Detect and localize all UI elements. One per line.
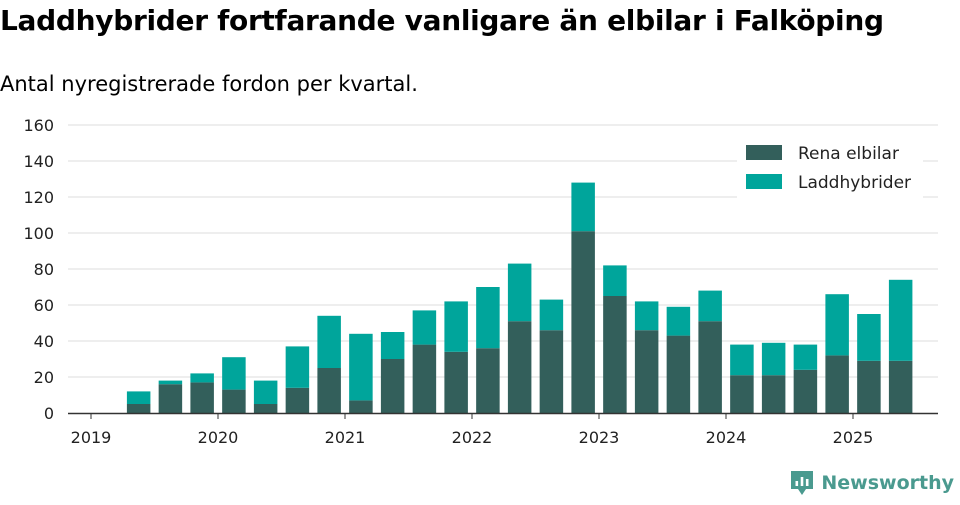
bar-laddhybrider	[285, 346, 310, 388]
bar-laddhybrider	[888, 279, 913, 361]
bar-laddhybrider	[253, 380, 278, 404]
x-tick-label: 2019	[71, 428, 112, 447]
brand-name: Newsworthy	[821, 472, 954, 494]
bar-laddhybrider	[317, 315, 341, 368]
bar-laddhybrider	[761, 342, 786, 376]
bar-laddhybrider	[380, 332, 405, 359]
bar-rena-elbilar	[603, 296, 627, 413]
bar-laddhybrider	[507, 263, 532, 322]
bar-laddhybrider	[349, 333, 373, 401]
bar-rena-elbilar	[158, 384, 183, 413]
x-tick-label: 2023	[579, 428, 620, 447]
y-tick-label: 60	[34, 296, 54, 315]
bar-laddhybrider	[190, 373, 214, 383]
bar-laddhybrider	[158, 380, 183, 385]
bar-rena-elbilar	[444, 351, 468, 413]
bar-rena-elbilar	[634, 330, 659, 413]
bar-rena-elbilar	[190, 382, 214, 413]
bar-laddhybrider	[857, 314, 881, 361]
x-axis-labels: 2019 2020 2021 2022 2023 2024 2025	[71, 413, 874, 447]
bar-rena-elbilar	[412, 344, 437, 413]
y-tick-label: 100	[23, 224, 54, 243]
bar-rena-elbilar	[761, 375, 786, 413]
bar-laddhybrider	[126, 391, 151, 404]
bar-laddhybrider	[793, 344, 818, 370]
bar-rena-elbilar	[349, 400, 373, 413]
y-tick-label: 120	[23, 188, 54, 207]
bar-laddhybrider	[666, 306, 691, 336]
bar-laddhybrider	[539, 299, 564, 331]
bar-laddhybrider	[444, 301, 468, 352]
bar-rena-elbilar	[126, 404, 151, 413]
bar-laddhybrider	[698, 290, 722, 322]
bar-laddhybrider	[730, 344, 754, 376]
bars	[126, 182, 913, 413]
bar-rena-elbilar	[507, 321, 532, 413]
legend-swatch-laddhybrider	[746, 174, 782, 189]
bar-laddhybrider	[222, 357, 246, 390]
legend-swatch-rena-elbilar	[746, 145, 782, 160]
chart-subtitle: Antal nyregistrerade fordon per kvartal.	[0, 72, 418, 96]
x-tick-label: 2022	[452, 428, 493, 447]
bar-rena-elbilar	[253, 404, 278, 413]
bar-rena-elbilar	[285, 387, 310, 413]
legend-label: Rena elbilar	[798, 144, 899, 164]
y-tick-label: 160	[23, 116, 54, 135]
bar-laddhybrider	[603, 265, 627, 296]
bar-laddhybrider	[825, 294, 849, 356]
bar-rena-elbilar	[857, 360, 881, 413]
y-tick-label: 0	[44, 404, 54, 423]
y-tick-label: 80	[34, 260, 54, 279]
bar-rena-elbilar	[380, 359, 405, 413]
x-tick-label: 2020	[198, 428, 239, 447]
brand: Newsworthy	[789, 469, 954, 497]
bar-rena-elbilar	[317, 368, 341, 413]
bar-rena-elbilar	[888, 360, 913, 413]
x-tick-label: 2025	[833, 428, 874, 447]
y-tick-label: 140	[23, 152, 54, 171]
y-tick-label: 40	[34, 332, 54, 351]
bar-rena-elbilar	[698, 321, 722, 413]
chart-title: Laddhybrider fortfarande vanligare än el…	[0, 4, 884, 37]
bar-laddhybrider	[634, 301, 659, 331]
bar-rena-elbilar	[825, 355, 849, 413]
bar-laddhybrider	[571, 182, 595, 232]
bar-rena-elbilar	[793, 369, 818, 413]
x-tick-label: 2021	[325, 428, 366, 447]
y-axis-labels: 0 20 40 60 80 100 120 140 160	[23, 116, 54, 423]
legend-label: Laddhybrider	[798, 173, 911, 193]
legend: Rena elbilar Laddhybrider	[737, 138, 923, 200]
bar-rena-elbilar	[571, 231, 595, 413]
bar-rena-elbilar	[539, 330, 564, 413]
bar-rena-elbilar	[666, 335, 691, 413]
bar-rena-elbilar	[476, 348, 500, 413]
newsworthy-logo-icon	[791, 471, 814, 495]
bar-laddhybrider	[476, 287, 500, 349]
bar-laddhybrider	[412, 310, 437, 345]
x-tick-label: 2024	[706, 428, 747, 447]
y-tick-label: 20	[34, 368, 54, 387]
bar-rena-elbilar	[222, 389, 246, 413]
bar-rena-elbilar	[730, 375, 754, 413]
